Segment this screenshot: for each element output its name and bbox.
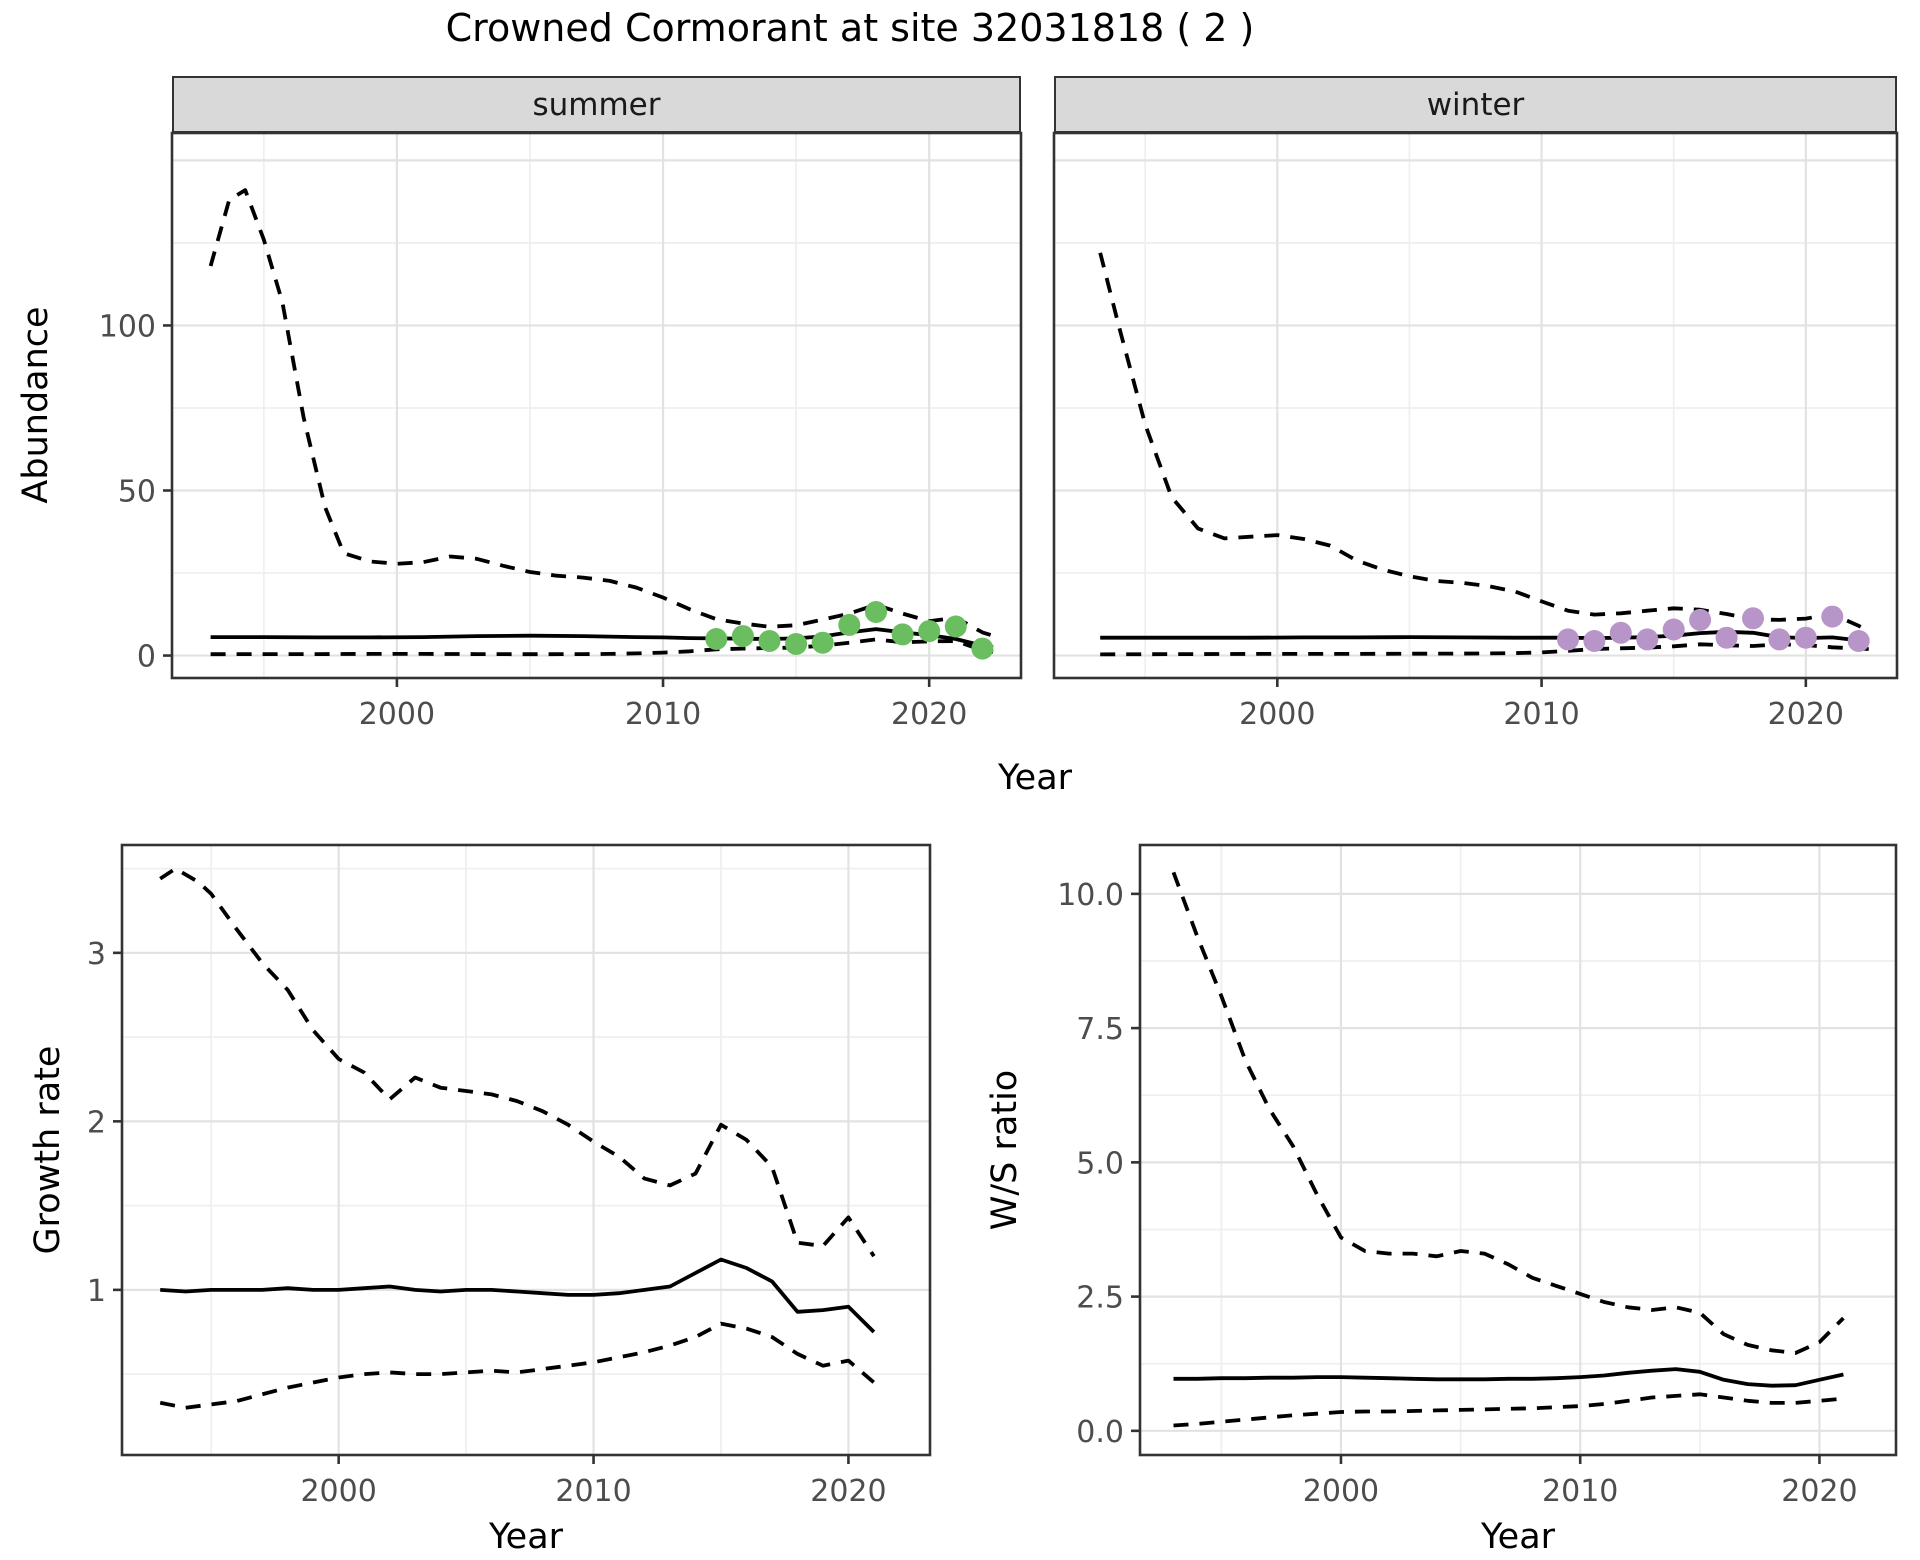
abundance_winter-observation-point [1583,630,1606,652]
x-tick-label: 2020 [891,697,967,732]
facet-label-winter: winter [1426,86,1525,123]
abundance_winter-observation-point [1689,608,1712,631]
y-tick-label: 5.0 [1076,1146,1124,1181]
y-tick-label: 1 [87,1274,106,1309]
growth_rate-median-line [160,1257,876,1334]
abundance_summer-observation-point [785,633,808,655]
abundance_winter-observation-point [1847,630,1870,652]
abundance_summer-observation-point [971,637,994,660]
x-tick-label: 2010 [1542,1474,1618,1509]
abundance_summer-observation-point [891,623,914,646]
abundance_summer-observation-point [838,613,861,636]
page-title: Crowned Cormorant at site 32031818 ( 2 ) [445,6,1255,50]
y-axis-title-ws-ratio: W/S ratio [985,1069,1025,1231]
y-tick-label: 3 [87,937,106,972]
abundance_winter-observation-point [1715,626,1738,649]
abundance_winter-observation-point [1636,628,1659,651]
abundance_winter-median-line [1100,629,1870,643]
abundance_winter-observation-point [1742,607,1764,630]
abundance_summer-observation-point [944,615,967,638]
y-tick-label: 0 [137,640,156,675]
growth_rate-lower_ci-line [159,1321,876,1410]
x-tick-label: 2000 [1303,1474,1379,1509]
y-tick-label: 100 [99,309,156,344]
ws_ratio-lower_ci-line [1173,1392,1844,1428]
growth_rate-upper_ci-line [159,866,876,1258]
abundance_winter-observation-point [1821,605,1844,628]
facet-strip-summer: summer [172,76,1021,133]
abundance_summer-observation-point [918,620,941,643]
ws_ratio-panel [1140,845,1896,1455]
y-axis-title-growth-rate: Growth rate [28,1045,68,1255]
x-tick-label: 2020 [1768,697,1844,732]
y-tick-label: 10.0 [1057,878,1124,913]
abundance_winter-panel [1054,133,1897,678]
x-tick-label: 2020 [1781,1474,1857,1509]
ws_ratio-border [1138,843,1898,1457]
x-tick-label: 2010 [555,1474,631,1509]
y-tick-label: 50 [118,475,156,510]
abundance_summer-observation-point [865,601,887,623]
ws_ratio-upper_ci-line [1171,871,1845,1355]
y-tick-label: 7.5 [1076,1012,1124,1047]
x-axis-title-year-ws: Year [1480,1517,1556,1557]
x-tick-label: 2010 [625,697,701,732]
ws_ratio-median-line [1173,1367,1844,1388]
y-tick-label: 0.0 [1076,1415,1124,1450]
abundance_winter-observation-point [1768,628,1791,651]
abundance_winter-observation-point [1609,621,1632,644]
abundance_summer-panel [172,133,1021,678]
y-tick-label: 2 [87,1105,106,1140]
abundance_winter-observation-point [1794,626,1817,649]
x-tick-label: 2010 [1503,697,1579,732]
abundance_summer-observation-point [731,625,754,648]
abundance_winter-border [1052,131,1899,680]
x-tick-label: 2000 [359,697,435,732]
abundance_summer-observation-point [758,630,781,652]
facet-label-summer: summer [532,86,661,123]
x-axis-title-year-top: Year [997,758,1073,798]
abundance_winter-observation-point [1557,628,1579,651]
growth_rate-border [120,843,932,1457]
abundance_summer-observation-point [811,631,834,654]
abundance_summer-border [170,131,1023,680]
y-axis-title-abundance: Abundance [16,306,56,504]
abundance_summer-observation-point [705,628,728,650]
x-tick-label: 2000 [1239,697,1315,732]
x-tick-label: 2020 [810,1474,886,1509]
y-tick-label: 2.5 [1076,1281,1124,1316]
x-axis-title-year-growth: Year [488,1517,564,1557]
abundance_winter-observation-point [1662,618,1685,641]
facet-strip-winter: winter [1054,76,1897,133]
x-tick-label: 2000 [300,1474,376,1509]
